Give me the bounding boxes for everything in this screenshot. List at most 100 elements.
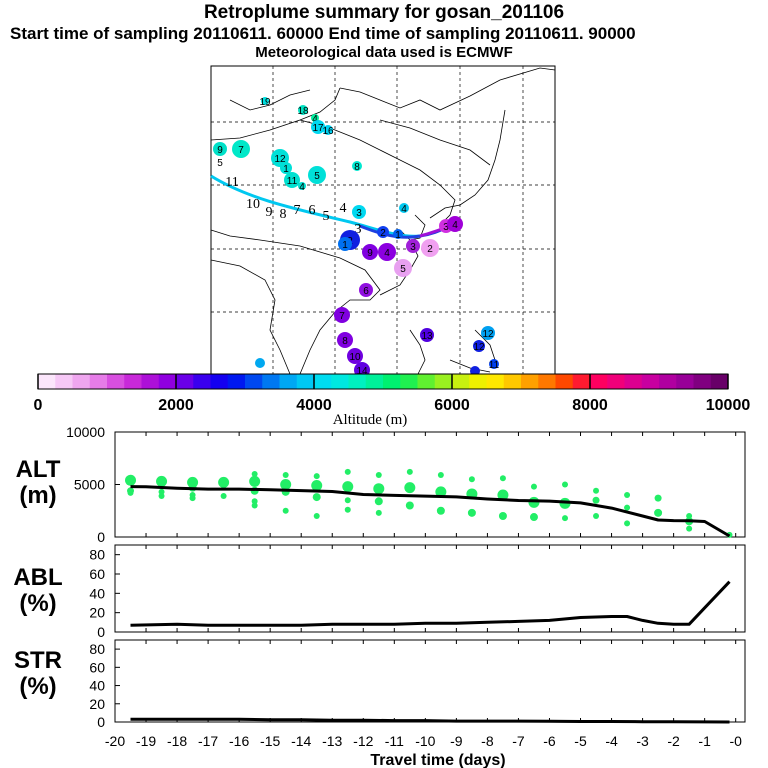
map-trajectory-point-36 <box>359 283 373 297</box>
alt-ytick-label-0: 0 <box>97 529 105 545</box>
xtick-label-0: -20 <box>105 733 125 749</box>
map-trajectory-point-2 <box>311 114 319 122</box>
alt-scatter-point-27 <box>344 468 351 475</box>
colorbar-segment-1 <box>55 374 73 389</box>
xtick-label-9: -11 <box>385 733 404 749</box>
map-point-label-29: 9 <box>367 248 373 259</box>
colorbar-segment-15 <box>296 374 315 389</box>
colorbar-tick-label-3: 6000 <box>434 397 470 414</box>
alt-scatter-point-45 <box>497 489 509 501</box>
alt-scatter-point-56 <box>624 492 631 498</box>
colorbar-tick-label-4: 8000 <box>572 397 608 414</box>
alt-scatter-point-10 <box>189 495 196 502</box>
str-ytick-label-3: 60 <box>89 659 105 675</box>
str-ytick-label-4: 80 <box>89 641 105 657</box>
alt-scatter-point-52 <box>562 515 568 522</box>
chart-title: Retroplume summary for gosan_201106 <box>203 2 565 23</box>
alt-scatter-point-33 <box>374 497 383 506</box>
colorbar-segment-29 <box>538 374 556 389</box>
map-coastline-7 <box>210 259 291 375</box>
alt-scatter-point-60 <box>654 508 663 517</box>
map-trajectory-point-5 <box>213 142 227 156</box>
xtick-label-6: -14 <box>291 733 311 749</box>
str-ytick-label-2: 40 <box>89 678 105 694</box>
map-point-label-33: 3 <box>443 222 449 233</box>
map-point-label-40: 14 <box>356 366 368 377</box>
alt-scatter-point-29 <box>344 497 351 504</box>
str-frame <box>114 639 746 723</box>
alt-scatter-point-57 <box>624 504 631 511</box>
xtick-label-18: -2 <box>667 733 680 749</box>
colorbar-segment-6 <box>141 374 160 389</box>
map-coastline-8 <box>409 329 426 375</box>
colorbar-segment-27 <box>503 374 522 389</box>
map-coastline-1 <box>339 67 556 111</box>
colorbar-segment-7 <box>158 374 177 389</box>
sampling-time-line: Start time of sampling 20110611. 60000 E… <box>10 24 636 43</box>
colorbar-segment-10 <box>210 374 229 389</box>
colorbar-segment-36 <box>659 374 677 389</box>
alt-scatter-point-46 <box>498 512 507 520</box>
map-trajectory-point-46 <box>255 358 265 368</box>
map-trajectory-point-32 <box>421 239 439 257</box>
map-point-label-42: 12 <box>482 329 494 340</box>
map-point-label-32: 2 <box>427 244 433 255</box>
alt-scatter-point-63 <box>686 525 693 532</box>
alt-scatter-point-34 <box>375 509 382 516</box>
map-trajectory-point-31 <box>406 239 420 253</box>
colorbar-segment-19 <box>365 374 384 389</box>
map-trajectory-point-23 <box>399 203 409 213</box>
map-point-label-16: 9 <box>266 205 273 220</box>
map-point-label-41: 13 <box>421 331 433 342</box>
colorbar-segment-14 <box>279 374 298 389</box>
map-point-label-18: 7 <box>294 203 301 218</box>
map-point-label-4: 16 <box>322 126 334 137</box>
alt-panel-label: ALT (m) <box>8 457 68 509</box>
colorbar-segment-0 <box>38 374 56 389</box>
alt-scatter-point-38 <box>437 472 444 479</box>
map-trajectory-point-38 <box>337 332 353 348</box>
alt-scatter-point-39 <box>435 486 447 498</box>
xtick-label-17: -3 <box>636 733 649 749</box>
colorbar-segment-18 <box>348 374 367 389</box>
map-trajectory-point-7 <box>217 159 223 165</box>
map-trajectory-point-25 <box>377 226 389 238</box>
xtick-label-14: -6 <box>543 733 556 749</box>
map-trajectory-point-43 <box>473 340 485 352</box>
alt-ytick-label-2: 10000 <box>66 424 105 440</box>
x-axis-title: Travel time (days) <box>370 752 505 768</box>
xtick-label-13: -7 <box>512 733 525 749</box>
colorbar-tick-label-5: 10000 <box>706 397 751 414</box>
colorbar-tick-label-2: 4000 <box>296 397 332 414</box>
map-point-label-34: 4 <box>452 220 458 231</box>
xtick-label-3: -17 <box>198 733 218 749</box>
map-point-label-24: 3 <box>355 222 362 237</box>
abl-ytick-label-4: 80 <box>89 547 105 563</box>
colorbar-segment-12 <box>245 374 263 389</box>
str-series-line <box>130 717 730 724</box>
alt-scatter-point-61 <box>686 513 693 519</box>
alt-scatter-point-12 <box>220 482 227 489</box>
map-point-label-0: 19 <box>259 97 271 108</box>
alt-scatter-point-47 <box>530 483 537 490</box>
colorbar-segment-33 <box>607 374 625 389</box>
map-point-label-8: 12 <box>274 154 286 165</box>
map-point-label-7: 5 <box>217 158 223 169</box>
map-point-label-28: 1 <box>342 240 348 251</box>
alt-label-line1: ALT <box>15 456 61 483</box>
map-point-label-39: 10 <box>349 352 361 363</box>
alt-scatter-point-25 <box>312 493 321 502</box>
abl-frame <box>114 544 746 633</box>
map-point-label-19: 6 <box>309 203 316 218</box>
map-trajectory-point-35 <box>394 259 412 277</box>
map-point-label-21: 4 <box>340 201 347 216</box>
map-trajectory-point-34 <box>447 216 463 232</box>
map-trajectory-point-22 <box>352 205 366 219</box>
map-point-label-31: 3 <box>410 242 416 253</box>
colorbar-segment-35 <box>641 374 660 389</box>
map-point-label-12: 5 <box>314 171 320 182</box>
map-point-label-11: 4 <box>299 182 305 193</box>
alt-scatter-point-43 <box>467 508 476 517</box>
alt-scatter-point-28 <box>342 481 354 493</box>
